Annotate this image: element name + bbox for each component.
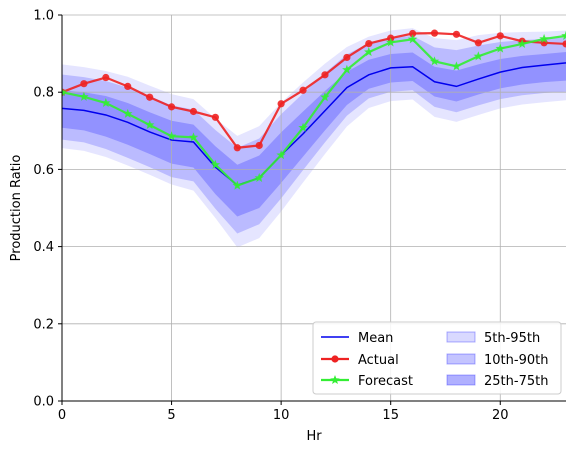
- legend-label-actual: Actual: [358, 353, 399, 368]
- y-tick-label: 0.2: [33, 317, 54, 332]
- actual-point: [233, 144, 241, 152]
- legend-label-mean: Mean: [358, 331, 393, 346]
- y-tick-label: 0.8: [33, 86, 54, 101]
- axes: [61, 15, 566, 402]
- forecast-point: [276, 150, 286, 160]
- tick-labels: 0 5 10 15 20 0.0 0.2 0.4 0.6 0.8 1.0: [33, 9, 508, 424]
- legend: Mean Actual Forecast 5th-95th 10th-90th 25th-…: [312, 321, 562, 395]
- legend-swatch-10th-90th: [446, 353, 476, 365]
- actual-point: [211, 113, 219, 121]
- x-tick-label: 5: [167, 408, 175, 423]
- actual-point: [409, 29, 417, 38]
- x-tick-label: 0: [58, 408, 66, 423]
- forecast-point: [451, 61, 462, 71]
- forecast-point: [166, 131, 177, 141]
- actual-point: [167, 103, 176, 111]
- percentile-bands: [62, 28, 566, 248]
- legend-marker-forecast: [330, 375, 340, 385]
- forecast-point: [429, 56, 440, 66]
- x-tick-label: 15: [382, 408, 399, 423]
- legend-label-25th-75th: 25th-75th: [484, 374, 548, 389]
- forecast-point: [144, 120, 155, 130]
- legend-swatch-5th-95th: [446, 331, 476, 343]
- x-tick-label: 20: [492, 408, 509, 423]
- actual-point: [365, 39, 373, 48]
- actual-point: [452, 30, 461, 38]
- forecast-point: [320, 92, 330, 102]
- actual-point: [102, 73, 110, 82]
- actual-point: [496, 32, 504, 40]
- legend-label-forecast: Forecast: [358, 374, 413, 389]
- actual-point: [299, 86, 307, 94]
- y-tick-label: 0.4: [33, 240, 54, 255]
- actual-point: [146, 93, 154, 101]
- actual-point: [124, 82, 132, 91]
- forecast-point: [254, 172, 264, 182]
- forecast-point: [232, 180, 243, 190]
- legend-marker-actual: [331, 355, 339, 363]
- band-10th-90th: [62, 35, 566, 234]
- forecast-point: [539, 33, 549, 43]
- forecast-point: [79, 91, 89, 101]
- forecast-point: [122, 108, 133, 118]
- y-tick-label: 0.6: [33, 163, 54, 178]
- x-tick-label: 10: [273, 408, 290, 423]
- actual-point: [80, 80, 88, 88]
- forecast-point: [188, 132, 199, 142]
- legend-swatch-25th-75th: [446, 374, 476, 386]
- forecast-point: [517, 38, 527, 48]
- forecast-point: [62, 87, 67, 97]
- forecast-point: [101, 98, 111, 108]
- y-tick-label: 0.0: [33, 395, 54, 410]
- series-line-actual: [62, 32, 566, 149]
- legend-label-5th-95th: 5th-95th: [484, 331, 540, 346]
- x-axis-label: Hr: [306, 429, 322, 444]
- legend-box: [312, 321, 562, 395]
- forecast-point: [210, 159, 221, 169]
- actual-point: [255, 141, 263, 150]
- actual-point: [562, 40, 566, 48]
- y-axis-label: Production Ratio: [9, 155, 24, 262]
- forecast-point: [407, 34, 418, 44]
- forecast-point: [473, 51, 484, 61]
- actual-point: [321, 71, 329, 79]
- forecast-point: [385, 37, 396, 47]
- series-lines: [62, 29, 566, 190]
- legend-label-10th-90th: 10th-90th: [484, 353, 548, 368]
- series-line-mean: [62, 62, 566, 187]
- actual-point: [277, 100, 285, 108]
- actual-point: [474, 39, 482, 47]
- actual-point: [189, 107, 198, 116]
- forecast-point: [298, 122, 308, 132]
- forecast-point: [364, 47, 374, 57]
- y-tick-label: 1.0: [33, 9, 54, 24]
- actual-point: [343, 53, 351, 62]
- forecast-point: [495, 43, 506, 53]
- band-25th-75th: [62, 52, 566, 217]
- forecast-point: [561, 30, 566, 40]
- actual-point: [430, 29, 439, 37]
- forecast-point: [342, 64, 352, 74]
